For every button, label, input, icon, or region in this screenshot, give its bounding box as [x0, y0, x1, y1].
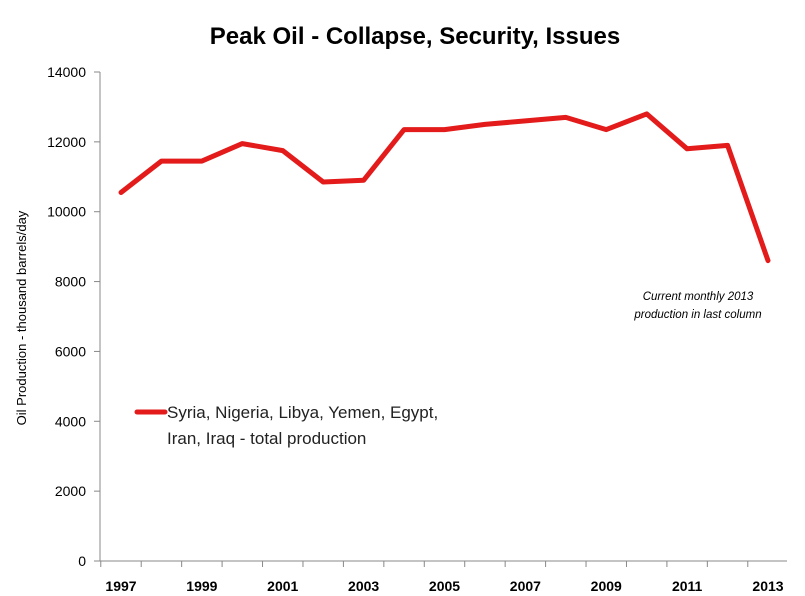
data-point [442, 127, 447, 132]
data-point [240, 141, 245, 146]
chart-title: Peak Oil - Collapse, Security, Issues [210, 23, 620, 50]
x-tick-label: 2001 [267, 578, 298, 594]
x-tick-label: 2013 [752, 578, 783, 594]
y-tick-label: 4000 [55, 413, 86, 429]
data-point [685, 146, 690, 151]
y-tick-label: 0 [78, 553, 86, 569]
y-tick-label: 8000 [55, 274, 86, 290]
x-tick-label: 2003 [348, 578, 379, 594]
x-tick-label: 1997 [105, 578, 136, 594]
x-tick-label: 2009 [591, 578, 622, 594]
data-point [482, 122, 487, 127]
data-point [199, 159, 204, 164]
data-point [766, 258, 770, 263]
y-tick-label: 10000 [47, 204, 86, 220]
data-point [402, 127, 407, 132]
data-point [119, 190, 123, 195]
x-tick-label: 1999 [186, 578, 217, 594]
annotation: Current monthly 2013 production in last … [633, 291, 761, 321]
data-point [159, 159, 164, 164]
legend-label-line-1: Syria, Nigeria, Libya, Yemen, Egypt, [167, 403, 438, 422]
data-point [725, 143, 730, 148]
data-point [361, 178, 366, 183]
x-tick-label: 2011 [672, 578, 703, 594]
y-tick-label: 2000 [55, 483, 86, 499]
annotation-line-1: Current monthly 2013 [643, 291, 754, 303]
data-point [523, 118, 528, 123]
x-tick-label: 2005 [429, 578, 460, 594]
series-lines [118, 111, 771, 264]
data-point [321, 180, 326, 184]
legend-label-line-2: Iran, Iraq - total production [167, 429, 366, 448]
y-tick-label: 14000 [47, 64, 86, 80]
data-point [563, 115, 568, 120]
y-axis-label: Oil Production - thousand barrels/day [14, 210, 29, 425]
y-tick-label: 12000 [47, 134, 86, 150]
annotation-line-2: production in last column [633, 309, 761, 321]
x-tick-label: 2007 [510, 578, 541, 594]
legend: Syria, Nigeria, Libya, Yemen, Egypt, Ira… [134, 403, 438, 448]
y-tick-label: 6000 [55, 343, 86, 359]
data-point [644, 111, 649, 116]
x-axis: 1997 1999 2001 2003 2005 2007 2009 2011 2013 [100, 561, 784, 594]
data-point [604, 127, 609, 132]
data-point [280, 148, 285, 153]
y-axis: 0 2000 4000 6000 8000 10000 12000 14000 [47, 64, 100, 569]
